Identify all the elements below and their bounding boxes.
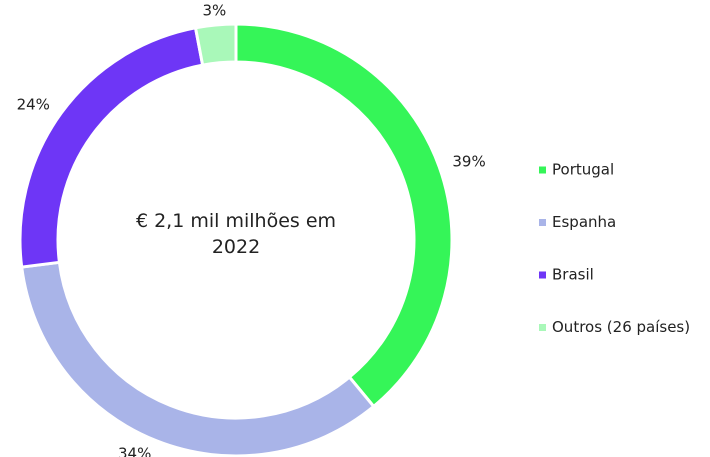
- legend-label: Brasil: [552, 266, 594, 284]
- donut-segment: [193, 22, 238, 67]
- data-label: 39%: [452, 153, 485, 171]
- donut-segment: [20, 260, 376, 457]
- legend-label: Outros (26 países): [552, 318, 690, 336]
- center-title: € 2,1 mil milhões em 2022: [135, 210, 337, 258]
- legend-marker: [539, 219, 546, 226]
- legend-marker: [539, 271, 546, 279]
- legend-label: Portugal: [552, 161, 614, 179]
- legend-marker: [539, 324, 546, 331]
- data-label: 3%: [202, 2, 226, 20]
- data-label: 34%: [118, 444, 151, 457]
- data-label: 24%: [17, 95, 50, 113]
- legend-marker: [539, 166, 546, 174]
- legend-label: Espanha: [552, 213, 616, 231]
